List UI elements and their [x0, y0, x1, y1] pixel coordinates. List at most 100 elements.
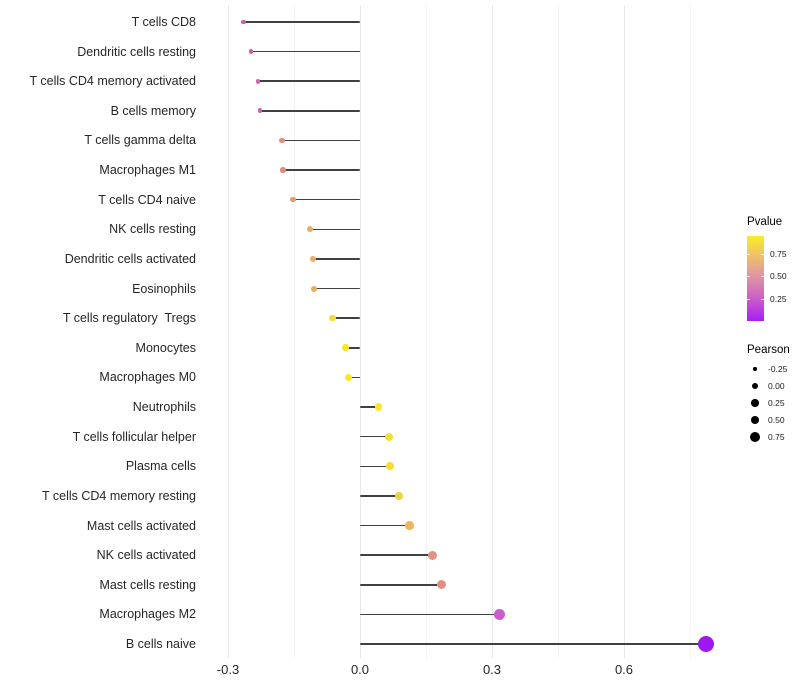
- data-point: [342, 344, 350, 352]
- data-point: [697, 636, 714, 653]
- lollipop-stem: [360, 524, 410, 527]
- data-point: [255, 78, 261, 84]
- lollipop-stem: [332, 317, 360, 319]
- y-axis-label: B cells memory: [110, 103, 196, 118]
- lollipop-stem: [360, 643, 706, 645]
- colorbar-notch: [747, 276, 750, 278]
- y-axis-label: Macrophages M0: [99, 370, 196, 385]
- colorbar-notch: [761, 253, 764, 255]
- lollipop-stem: [348, 376, 360, 379]
- lollipop-stem: [282, 139, 360, 142]
- lollipop-stem: [360, 584, 442, 586]
- lollipop-stem: [360, 495, 399, 497]
- pearson-legend-dot: [751, 399, 759, 407]
- gridline-major-0.6: [623, 5, 625, 658]
- y-axis-label: B cells naive: [125, 637, 196, 652]
- data-point: [374, 403, 383, 411]
- pearson-legend-dot: [753, 367, 757, 371]
- gridline-minor-0.45: [557, 5, 559, 658]
- y-axis-label: T cells CD4 memory activated: [29, 74, 197, 89]
- y-axis-label: Plasma cells: [125, 459, 196, 474]
- data-point: [310, 285, 317, 292]
- y-axis-label: T cells CD4 memory resting: [42, 488, 196, 503]
- data-point: [280, 167, 286, 173]
- lollipop-stem: [309, 228, 360, 231]
- y-axis-label: NK cells activated: [96, 548, 196, 563]
- gridline-minor-0.75: [689, 5, 691, 658]
- data-point: [248, 49, 254, 54]
- x-axis-tick-label: 0.6: [614, 662, 634, 677]
- lollipop-stem: [283, 169, 360, 171]
- lollipop-stem: [260, 110, 360, 112]
- data-point: [436, 580, 447, 590]
- colorbar-notch: [761, 276, 764, 278]
- y-axis-label: Eosinophils: [132, 281, 196, 296]
- pearson-legend-label: 0.00: [768, 381, 785, 391]
- pearson-legend-label: 0.50: [768, 415, 785, 425]
- lollipop-stem: [360, 465, 391, 468]
- lollipop-stem: [293, 198, 360, 201]
- data-point: [344, 373, 352, 381]
- gridline-minor-0.15: [425, 5, 427, 658]
- pearson-legend-label: 0.75: [768, 432, 785, 442]
- pearson-legend-dot: [751, 382, 759, 390]
- data-point: [386, 462, 395, 471]
- y-axis-label: T cells CD8: [131, 15, 196, 29]
- data-point: [427, 550, 437, 560]
- data-point: [257, 108, 263, 114]
- y-axis-label: Dendritic cells resting: [77, 44, 196, 59]
- data-point: [394, 491, 403, 501]
- lollipop-stem: [360, 435, 390, 438]
- y-axis-label: NK cells resting: [109, 222, 196, 237]
- pvalue-legend-title: Pvalue: [747, 216, 783, 228]
- colorbar-notch: [761, 298, 764, 300]
- pvalue-colorbar: [747, 236, 764, 321]
- pearson-legend-label: 0.25: [768, 398, 785, 408]
- pvalue-tick-label: 0.75: [770, 248, 787, 259]
- lollipop-stem: [360, 406, 379, 408]
- lollipop-stem: [312, 258, 360, 260]
- y-axis-label: Mast cells resting: [99, 577, 196, 592]
- lollipop-stem: [345, 347, 360, 349]
- y-axis-label: T cells regulatory Tregs: [62, 311, 196, 326]
- data-point: [309, 255, 316, 262]
- lollipop-stem: [250, 50, 360, 53]
- data-point: [241, 19, 246, 25]
- gridline-major--0.3: [227, 5, 229, 658]
- x-axis-tick-label: 0.0: [350, 662, 370, 677]
- lollipop-stem: [257, 80, 360, 82]
- pearson-legend-title: Pearson: [747, 344, 790, 356]
- y-axis-label: T cells CD4 naive: [98, 192, 196, 207]
- data-point: [306, 226, 313, 233]
- data-point: [494, 609, 505, 620]
- y-axis-label: Mast cells activated: [86, 518, 196, 533]
- data-point: [329, 314, 336, 322]
- lollipop-stem: [360, 613, 500, 616]
- data-point: [405, 521, 414, 530]
- gridline-major-0: [359, 5, 361, 658]
- pearson-legend-dot: [749, 431, 761, 443]
- y-axis-label: T cells gamma delta: [84, 133, 196, 148]
- pvalue-tick-label: 0.50: [770, 271, 787, 282]
- lollipop-stem: [360, 554, 433, 556]
- lollipop-stem: [243, 21, 360, 23]
- pvalue-tick-label: 0.25: [770, 293, 787, 304]
- y-axis-label: Monocytes: [135, 340, 196, 355]
- gridline-minor--0.15: [293, 5, 295, 658]
- lollipop-stem: [313, 287, 360, 290]
- x-axis-tick-label: 0.3: [482, 662, 502, 677]
- colorbar-notch: [747, 298, 750, 300]
- pearson-legend-dot: [750, 415, 760, 425]
- y-axis-label: Dendritic cells activated: [64, 251, 196, 266]
- x-axis-tick-label: -0.3: [216, 662, 240, 677]
- y-axis-label: T cells follicular helper: [72, 429, 196, 444]
- data-point: [290, 196, 296, 203]
- colorbar-notch: [747, 253, 750, 255]
- y-axis-label: Neutrophils: [132, 400, 196, 415]
- data-point: [279, 137, 285, 144]
- data-point: [385, 432, 394, 441]
- y-axis-label: Macrophages M2: [99, 607, 196, 622]
- y-axis-label: Macrophages M1: [99, 163, 196, 178]
- pearson-legend-label: -0.25: [768, 364, 788, 374]
